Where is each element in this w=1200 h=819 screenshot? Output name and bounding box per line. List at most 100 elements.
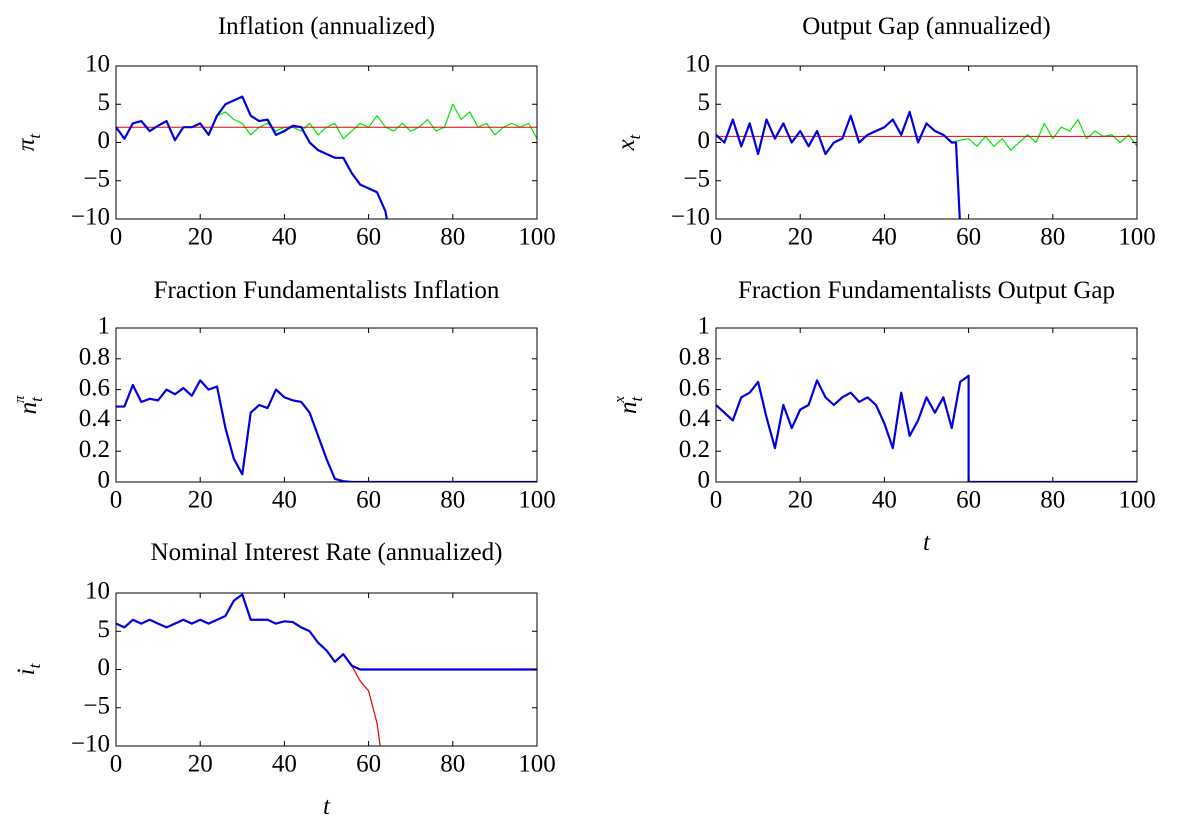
y-tick-label: 0 (698, 467, 711, 494)
y-tick-label: −10 (71, 204, 110, 231)
y-tick-label: 5 (698, 89, 711, 116)
plot-frame (715, 65, 1138, 220)
y-tick-label: 0 (98, 127, 111, 154)
panel: Fraction Fundamentalists Output Gap 0 20 40… (612, 277, 1156, 556)
panel: Nominal Interest Rate (annualized) 0 20 40 6… (13, 539, 556, 819)
x-tick-label: 20 (788, 487, 813, 514)
plot-frame (115, 65, 538, 220)
plot-area (116, 379, 537, 482)
y-label-sub: t (25, 662, 44, 668)
y-tick-label: 0 (98, 467, 111, 494)
plot-area (716, 110, 1137, 219)
y-tick-label: 0 (698, 127, 711, 154)
y-tick-label: 5 (98, 89, 111, 116)
y-label-base: n (15, 402, 42, 415)
panel: Fraction Fundamentalists Inflation 0 20 40 6… (12, 277, 556, 514)
x-tick-label: 60 (956, 487, 981, 514)
y-label-sup: x (612, 396, 628, 404)
y-axis-label: it (13, 662, 44, 675)
y-label-sub: t (27, 396, 46, 402)
x-tick-label: 20 (188, 224, 213, 251)
plot-frame (715, 327, 1138, 483)
panel: Inflation (annualized) 0 20 40 60 80 100 −10 −5 0… (13, 13, 556, 251)
x-tick-label: 80 (440, 224, 465, 251)
y-tick-label: −5 (683, 165, 710, 192)
y-tick-label: −10 (671, 204, 710, 231)
x-tick-label: 0 (110, 751, 123, 778)
y-tick-label: 0.6 (79, 374, 110, 401)
y-tick-label: 10 (85, 578, 110, 605)
y-tick-label: 0.2 (79, 436, 110, 463)
series-line (116, 593, 537, 671)
panel: Output Gap (annualized)0 20 40 60 80 100−10−5… (613, 13, 1156, 251)
y-tick-label: 1 (698, 313, 711, 340)
x-tick-label: 20 (188, 751, 213, 778)
y-tick-label: 1 (98, 313, 111, 340)
y-tick-label: −10 (71, 731, 110, 758)
y-label-base: π (13, 137, 40, 151)
x-tick-label: 100 (518, 224, 556, 251)
x-tick-label: 60 (356, 487, 381, 514)
y-axis-label: πt (13, 133, 44, 152)
x-tick-label: 80 (440, 751, 465, 778)
x-tick-label: 100 (1118, 224, 1156, 251)
series-line (116, 95, 388, 219)
y-label-sub: t (25, 133, 44, 139)
plot-area (116, 593, 537, 746)
series-line (716, 374, 1137, 482)
x-tick-label: 100 (518, 751, 556, 778)
chart-title: Inflation (annualized) (218, 13, 435, 40)
plot-frame (115, 327, 538, 483)
x-tick-label: 20 (188, 487, 213, 514)
y-axis-label: ntπ (12, 395, 46, 414)
x-tick-label: 40 (272, 224, 297, 251)
plot-area (116, 95, 537, 219)
y-label-sub: t (625, 133, 644, 139)
y-label-base: n (615, 401, 642, 414)
chart-title: Fraction Fundamentalists Inflation (154, 277, 500, 304)
y-axis-label: xt (613, 133, 644, 151)
x-tick-label: 0 (710, 487, 723, 514)
y-tick-label: 10 (685, 51, 710, 78)
y-tick-label: 10 (85, 51, 110, 78)
x-tick-label: 100 (1118, 487, 1156, 514)
x-tick-label: 40 (872, 487, 897, 514)
series-line (716, 110, 961, 219)
x-tick-label: 80 (440, 487, 465, 514)
series-line (116, 379, 537, 482)
x-axis-label: t (923, 529, 931, 556)
x-tick-label: 80 (1040, 487, 1065, 514)
x-tick-label: 0 (110, 224, 123, 251)
x-tick-label: 60 (356, 224, 381, 251)
y-tick-label: 0.6 (679, 374, 710, 401)
x-tick-label: 40 (272, 751, 297, 778)
y-label-base: x (613, 139, 640, 151)
x-tick-label: 0 (710, 224, 723, 251)
x-tick-label: 100 (518, 487, 556, 514)
x-tick-label: 20 (788, 224, 813, 251)
y-tick-label: 0.8 (79, 344, 110, 371)
chart-title: Output Gap (annualized) (802, 13, 1051, 40)
y-tick-label: 0.4 (79, 405, 111, 432)
y-label-base: i (13, 668, 40, 675)
y-tick-label: 0.4 (679, 405, 711, 432)
y-label-sub: t (627, 395, 646, 401)
chart-title: Fraction Fundamentalists Output Gap (738, 277, 1115, 304)
chart-title: Nominal Interest Rate (annualized) (151, 539, 503, 566)
y-tick-label: −5 (83, 692, 110, 719)
y-label-sup: π (12, 395, 28, 403)
y-tick-label: 5 (98, 616, 111, 643)
y-tick-label: 0 (98, 654, 111, 681)
y-axis-label: ntx (612, 395, 646, 414)
x-tick-label: 60 (956, 224, 981, 251)
x-tick-label: 0 (110, 487, 123, 514)
y-tick-label: 0.8 (679, 344, 710, 371)
x-tick-label: 80 (1040, 224, 1065, 251)
y-tick-label: 0.2 (679, 436, 710, 463)
x-tick-label: 40 (872, 224, 897, 251)
plot-area (716, 374, 1137, 482)
y-tick-label: −5 (83, 165, 110, 192)
x-axis-label: t (323, 793, 331, 819)
x-tick-label: 40 (272, 487, 297, 514)
